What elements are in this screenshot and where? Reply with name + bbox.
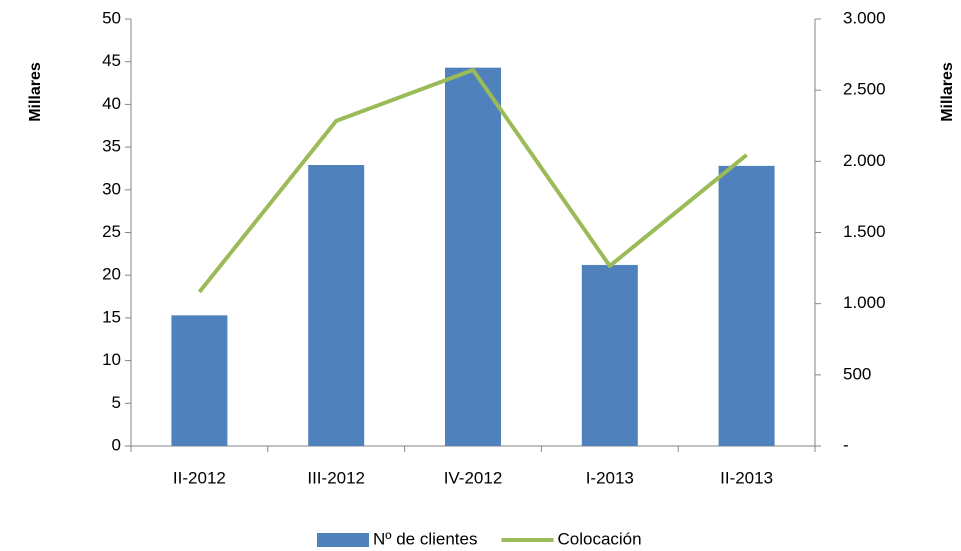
y2-tick-label: 2.000 — [843, 151, 886, 170]
legend-label: Nº de clientes — [373, 529, 477, 548]
y-tick-label: 40 — [102, 94, 121, 113]
y2-axis-label: Millares — [939, 62, 956, 122]
y-tick-label: 25 — [102, 222, 121, 241]
x-tick-label: II-2013 — [720, 468, 773, 487]
y-tick-label: 20 — [102, 265, 121, 284]
y2-tick-label: 3.000 — [843, 8, 886, 27]
y-tick-label: 15 — [102, 307, 121, 326]
y2-tick-label: 1.500 — [843, 222, 886, 241]
x-tick-label: II-2012 — [173, 468, 226, 487]
y-tick-label: 45 — [102, 51, 121, 70]
y-tick-label: 30 — [102, 179, 121, 198]
y2-tick-label: - — [843, 435, 849, 454]
x-tick-label: III-2012 — [307, 468, 365, 487]
y-tick-label: 50 — [102, 8, 121, 27]
bar — [581, 264, 638, 446]
bar — [171, 315, 228, 446]
bar — [308, 165, 365, 446]
line — [197, 67, 748, 294]
y2-tick-label: 2.500 — [843, 80, 886, 99]
y-tick-label: 5 — [112, 393, 121, 412]
x-tick-label: I-2013 — [586, 468, 634, 487]
y-tick-label: 35 — [102, 137, 121, 156]
x-tick-label: IV-2012 — [444, 468, 503, 487]
y-axis-label: Millares — [27, 62, 44, 122]
legend-swatch — [317, 533, 369, 547]
bar — [445, 67, 501, 446]
y-tick-label: 10 — [102, 350, 121, 369]
y-tick-label: 0 — [112, 435, 121, 454]
legend-label: Colocación — [557, 529, 641, 548]
bar — [718, 165, 775, 446]
y2-tick-label: 500 — [843, 364, 871, 383]
y2-tick-label: 1.000 — [843, 293, 886, 312]
